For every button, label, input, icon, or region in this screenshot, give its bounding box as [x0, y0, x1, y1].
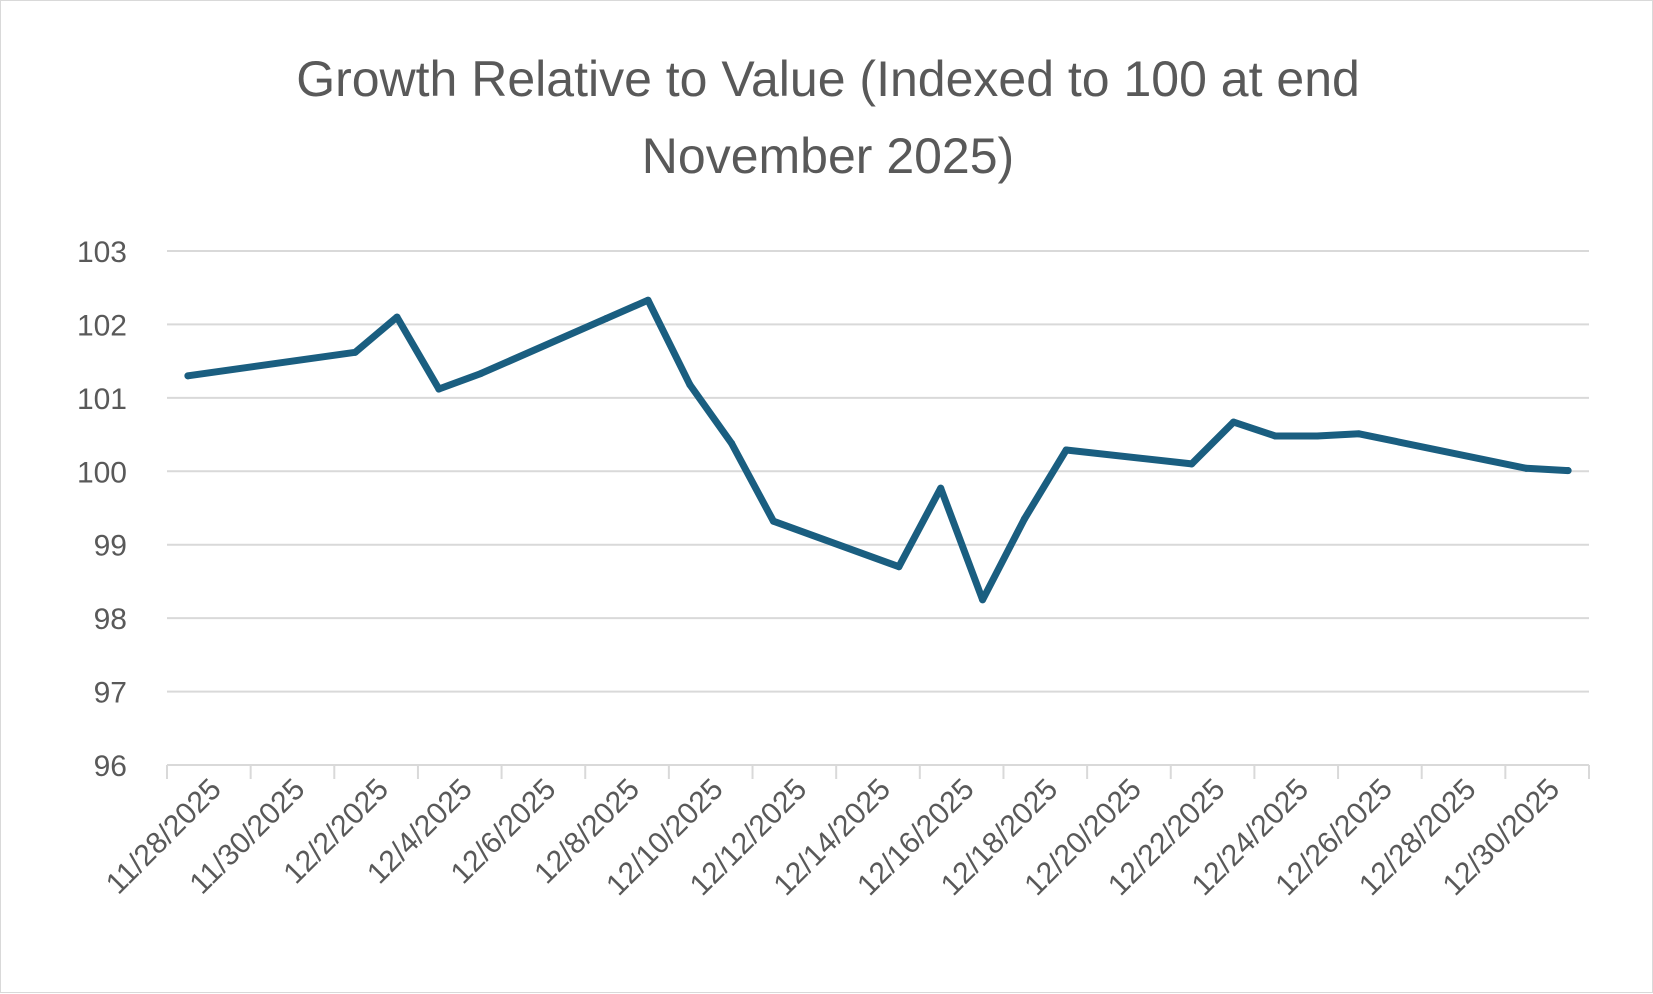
y-tick-label: 98: [94, 603, 127, 636]
y-tick-label: 96: [94, 750, 127, 783]
data-point: [1355, 430, 1363, 438]
data-point: [1564, 467, 1572, 475]
data-point: [602, 315, 610, 323]
y-tick-label: 103: [77, 236, 127, 269]
y-tick-label: 97: [94, 677, 127, 710]
data-point: [937, 484, 945, 492]
y-tick-label: 100: [77, 456, 127, 489]
x-axis: [166, 764, 1590, 779]
y-tick-label: 101: [77, 383, 127, 416]
data-point: [686, 381, 694, 389]
data-point: [979, 596, 987, 604]
data-point: [1062, 446, 1070, 454]
data-point: [1188, 460, 1196, 468]
data-point: [769, 517, 777, 525]
data-point: [393, 313, 401, 321]
series-layer: [184, 296, 1572, 604]
y-tick-label: 99: [94, 530, 127, 563]
chart-title-line-1: Growth Relative to Value (Indexed to 100…: [296, 51, 1360, 107]
data-point: [1230, 418, 1237, 426]
data-point: [728, 439, 736, 447]
series-line: [184, 296, 1572, 604]
y-axis-ticks: 96 97 98 99 100 101 102 103: [77, 236, 127, 783]
chart-title-line-2: November 2025): [642, 128, 1014, 184]
data-point: [644, 296, 652, 304]
data-point: [1313, 432, 1321, 440]
data-point: [1020, 515, 1028, 523]
data-point: [1271, 432, 1279, 440]
data-point: [435, 385, 443, 393]
data-point: [1522, 464, 1530, 472]
data-point: [895, 563, 903, 571]
data-point: [351, 348, 359, 356]
data-point: [477, 370, 485, 378]
y-tick-label: 102: [77, 309, 127, 342]
x-axis-ticks: 11/28/202511/30/202512/2/202512/4/202512…: [100, 773, 1566, 903]
data-point: [184, 372, 192, 380]
